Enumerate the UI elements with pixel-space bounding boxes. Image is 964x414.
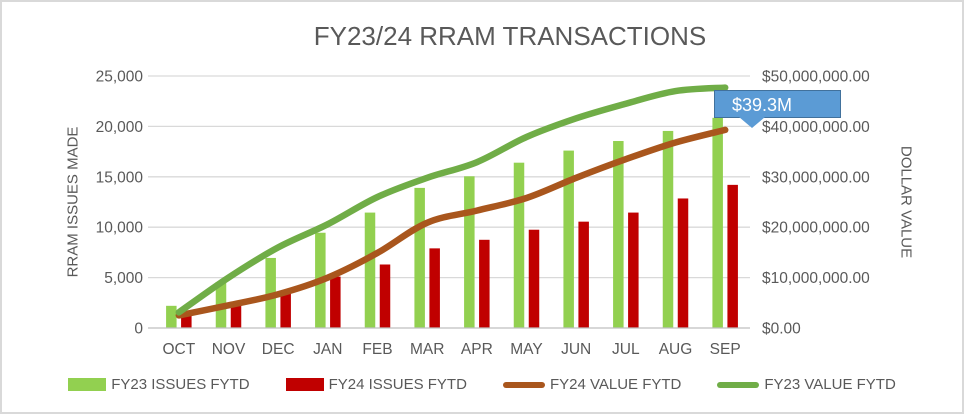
bar-fy23-issues-fytd[interactable] — [166, 305, 177, 328]
legend-label: FY24 VALUE FYTD — [549, 376, 682, 393]
right-axis-tick-label: $10,000,000.00 — [762, 270, 870, 287]
x-axis-tick-label: AUG — [659, 341, 693, 358]
bar-fy23-issues-fytd[interactable] — [464, 176, 475, 328]
line-fy24-value-fytd[interactable] — [175, 126, 729, 319]
bar-fy23-issues-fytd[interactable] — [563, 150, 574, 328]
bar-fy24-issues-fytd[interactable] — [429, 248, 440, 328]
bar-fy23-issues-fytd[interactable] — [662, 130, 674, 328]
bar-fy23-issues-fytd[interactable] — [712, 117, 723, 328]
x-axis-tick-label: JAN — [313, 341, 342, 358]
left-axis-tick-label: 10,000 — [96, 220, 144, 237]
bar-fy23-issues-fytd[interactable] — [513, 162, 525, 328]
bar-fy23-issues-fytd[interactable] — [364, 212, 376, 328]
right-axis-tick-label: $30,000,000.00 — [762, 169, 870, 186]
right-axis-tick-label: $50,000,000.00 — [762, 69, 870, 86]
x-axis-tick-label: FEB — [362, 341, 392, 358]
left-axis-tick-label: 15,000 — [96, 169, 144, 186]
bar-fy24-issues-fytd[interactable] — [379, 264, 391, 328]
right-axis-tick-label: $0.00 — [762, 321, 801, 338]
bar-fy24-issues-fytd[interactable] — [528, 229, 540, 328]
chart-legend: FY23 ISSUES FYTD FY24 ISSUES FYTD FY24 V… — [2, 376, 962, 393]
bar-fy24-issues-fytd[interactable] — [230, 302, 242, 328]
bar-fy24-issues-fytd[interactable] — [628, 212, 639, 328]
right-axis-tick-label: $40,000,000.00 — [762, 119, 870, 136]
left-axis-tick-label: 0 — [134, 321, 143, 338]
legend-swatch-fy23-value — [717, 381, 760, 388]
x-axis-tick-label: DEC — [262, 341, 295, 358]
legend-item-fy23-value[interactable]: FY23 VALUE FYTD — [717, 376, 896, 393]
legend-label: FY23 ISSUES FYTD — [111, 376, 250, 393]
legend-label: FY23 VALUE FYTD — [764, 376, 896, 393]
legend-swatch-fy24-issues — [285, 378, 324, 391]
x-axis-tick-label: OCT — [162, 341, 195, 358]
x-axis-tick-label: MAR — [410, 341, 444, 358]
callout-text: $39.3M — [732, 95, 793, 116]
bar-fy24-issues-fytd[interactable] — [280, 292, 291, 328]
bar-fy24-issues-fytd[interactable] — [181, 314, 192, 328]
x-axis-tick-label: JUL — [612, 341, 640, 358]
legend-item-fy24-issues[interactable]: FY24 ISSUES FYTD — [285, 376, 467, 393]
right-axis-tick-label: $20,000,000.00 — [762, 220, 870, 237]
bar-fy24-issues-fytd[interactable] — [330, 276, 341, 328]
x-axis-tick-label: NOV — [212, 341, 246, 358]
legend-swatch-fy24-value — [502, 381, 545, 388]
bar-fy24-issues-fytd[interactable] — [727, 184, 738, 328]
bar-fy23-issues-fytd[interactable] — [613, 141, 624, 328]
chart-title: FY23/24 RRAM TRANSACTIONS — [313, 21, 707, 51]
legend-label: FY24 ISSUES FYTD — [328, 376, 467, 393]
left-axis-tick-label: 5,000 — [104, 270, 143, 287]
bar-fy24-issues-fytd[interactable] — [677, 198, 689, 328]
x-axis-tick-label: MAY — [510, 341, 542, 358]
line-fy23-value-fytd[interactable] — [175, 84, 729, 316]
x-axis-tick-label: JUN — [561, 341, 591, 358]
left-axis-tick-label: 25,000 — [96, 69, 144, 86]
left-axis-tick-label: 20,000 — [96, 119, 144, 136]
bar-fy24-issues-fytd[interactable] — [578, 221, 589, 328]
legend-item-fy23-issues[interactable]: FY23 ISSUES FYTD — [68, 376, 250, 393]
bar-fy23-issues-fytd[interactable] — [414, 187, 425, 328]
legend-item-fy24-value[interactable]: FY24 VALUE FYTD — [502, 376, 682, 393]
bar-fy24-issues-fytd[interactable] — [479, 239, 490, 328]
x-axis-tick-label: APR — [461, 341, 493, 358]
value-callout[interactable]: $39.3M — [714, 90, 841, 128]
legend-swatch-fy23-issues — [68, 378, 107, 391]
x-axis-tick-label: SEP — [710, 341, 741, 358]
